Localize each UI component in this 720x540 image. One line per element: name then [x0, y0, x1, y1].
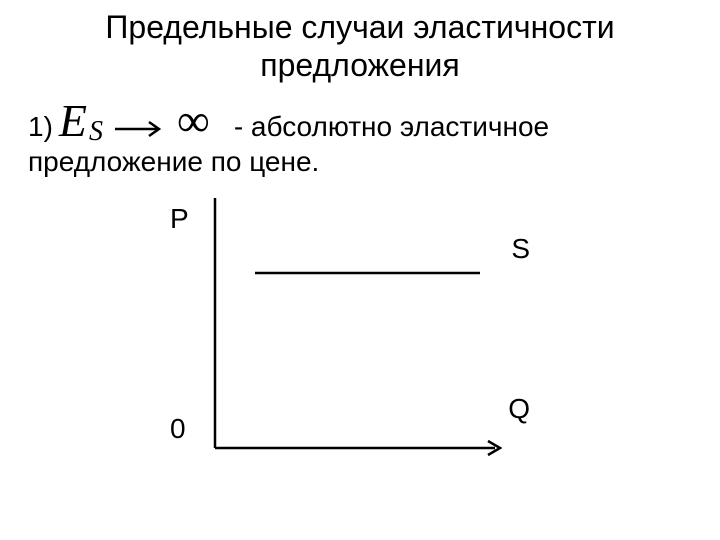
e-symbol: E: [59, 103, 87, 140]
infinity-symbol: ∞: [177, 103, 210, 140]
case-number: 1): [28, 111, 53, 143]
chart-axes: [210, 198, 520, 458]
title-line-2: предложения: [260, 47, 459, 83]
description-line-2: предложение по цене.: [0, 146, 720, 178]
s-subscript: S: [89, 116, 103, 148]
title-line-1: Предельные случаи эластичности: [105, 9, 614, 45]
axis-label-price: P: [170, 203, 189, 235]
description-text: - абсолютно эластичное: [234, 111, 549, 143]
arrow-icon: [115, 120, 165, 138]
slide-title: Предельные случаи эластичности предложен…: [0, 0, 720, 85]
supply-chart: P 0 S Q: [150, 198, 550, 478]
axis-label-origin: 0: [170, 413, 186, 445]
formula-line: 1) E S ∞ - абсолютно эластичное: [0, 103, 720, 144]
